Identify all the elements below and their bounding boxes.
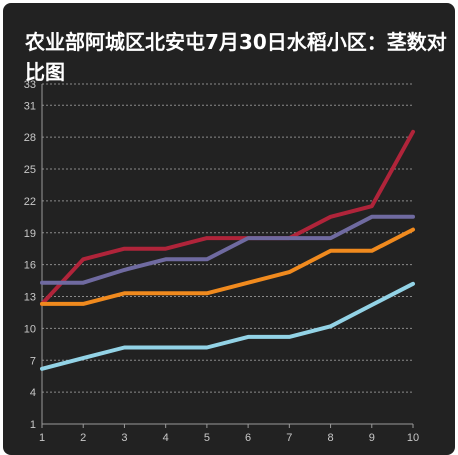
x-tick-label: 10: [407, 432, 419, 444]
y-tick-label: 22: [24, 196, 36, 208]
y-tick-label: 7: [30, 355, 36, 367]
line-chart: 1 4 7 10 13 16 19 22 25 28 31 33 1 2 3 4 5 6 7 8 9 10: [24, 79, 419, 444]
x-tick-label: 8: [327, 432, 333, 444]
y-tick-labels: 1 4 7 10 13 16 19 22 25 28 31 33: [24, 79, 36, 431]
x-tick-label: 7: [286, 432, 292, 444]
series-lines: [40, 129, 415, 371]
x-tick-label: 2: [80, 432, 86, 444]
chart-panel: 农业部阿城区北安屯7月30日水稻小区：茎数对比图 1 4 7 10 13 16 19 22 25…: [3, 3, 455, 455]
series-line-4: [40, 281, 415, 371]
y-tick-label: 4: [30, 387, 36, 399]
x-tick-labels: 1 2 3 4 5 6 7 8 9 10: [39, 432, 419, 444]
series-line-1: [40, 129, 415, 306]
x-tick-label: 9: [369, 432, 375, 444]
x-tick-label: 4: [163, 432, 169, 444]
x-tick-label: 6: [245, 432, 251, 444]
series-line-3: [40, 227, 415, 306]
y-tick-label: 16: [24, 260, 36, 272]
grid-lines: [42, 83, 413, 425]
y-tick-label: 31: [24, 100, 36, 112]
x-tick-label: 3: [121, 432, 127, 444]
y-tick-label: 10: [24, 323, 36, 335]
y-tick-label: 19: [24, 228, 36, 240]
x-tick-label: 5: [204, 432, 210, 444]
chart-title: 农业部阿城区北安屯7月30日水稻小区：茎数对比图: [25, 30, 447, 84]
y-tick-label: 13: [24, 292, 36, 304]
y-tick-label: 33: [24, 79, 36, 91]
series-line-2: [40, 214, 415, 285]
y-tick-label: 28: [24, 132, 36, 144]
y-tick-label: 1: [30, 419, 36, 431]
x-tick-label: 1: [39, 432, 45, 444]
y-tick-label: 25: [24, 164, 36, 176]
